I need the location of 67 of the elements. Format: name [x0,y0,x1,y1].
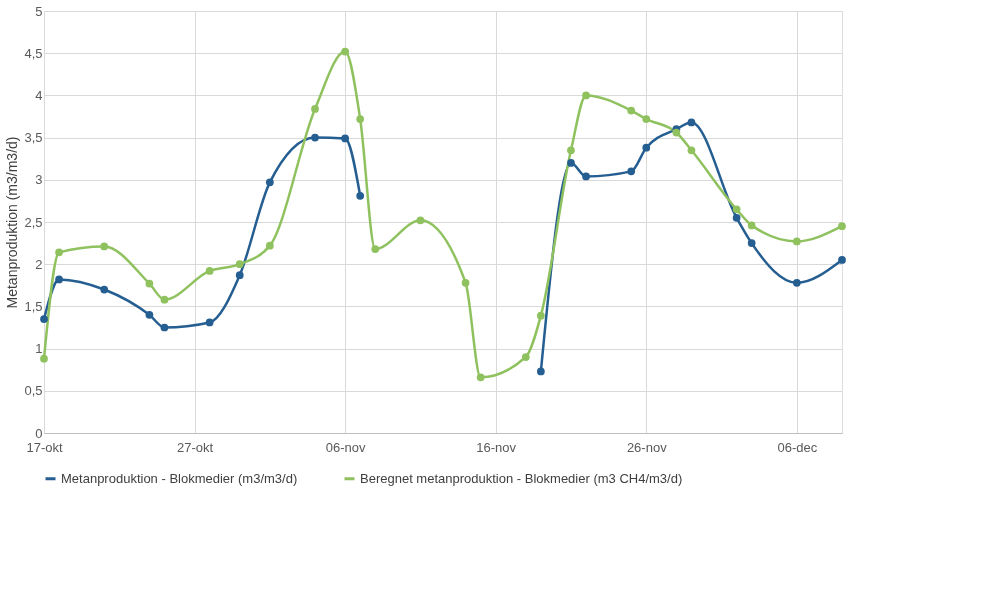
point [521,353,530,361]
y-tick-label: 4,5 [24,45,43,61]
legend-label: Beregnet metanproduktion - Blokmedier (m3 CH4/m3/d) [360,470,683,486]
point [476,373,485,382]
y-tick-label: 0,5 [24,383,43,399]
point [40,315,48,323]
point [311,133,319,142]
point [582,172,590,181]
point [627,167,636,176]
x-tick-label: 16-nov [476,439,517,455]
point [160,323,169,332]
point [371,245,380,253]
point [642,143,651,152]
point [792,237,801,246]
point [356,191,365,200]
x-tick-label: 26-nov [626,439,668,455]
point [536,367,545,376]
point [461,278,470,287]
point [536,311,545,320]
y-tick-label: 2 [35,256,43,272]
x-tick-label: 06-dec [777,439,818,455]
point [416,216,425,225]
point [205,267,214,275]
point [567,159,575,167]
point [341,47,350,56]
point [356,115,365,123]
point [732,213,741,222]
y-tick-label: 5 [35,3,43,19]
point [838,222,846,231]
point [687,146,696,155]
y-tick-label: 3,5 [24,130,43,146]
point [235,260,244,269]
point [792,278,801,287]
point [100,285,109,294]
point [747,239,756,247]
point [311,105,319,113]
y-tick-label: 1 [35,341,43,357]
point [160,295,169,304]
point [235,271,244,280]
point [838,256,846,264]
y-tick-label: 1,5 [24,298,43,314]
point [265,178,274,187]
point [747,221,756,230]
point [642,115,651,123]
point [341,134,350,143]
point [40,354,48,363]
point [205,318,214,327]
y-axis-title: Metanproduktion (m3/m3/d) [4,136,21,309]
y-tick-label: 0 [35,425,43,441]
y-tick-label: 3 [35,172,43,188]
point [145,310,154,319]
point [567,146,575,155]
point [582,91,590,100]
point [265,241,274,250]
point [145,279,154,288]
y-tick-label: 2,5 [24,214,43,230]
point [55,248,63,257]
point [100,242,109,251]
y-tick-label: 4 [35,87,43,103]
point [55,275,63,284]
point [687,118,696,127]
legend-label: Metanproduktion - Blokmedier (m3/m3/d) [61,470,298,486]
point [627,106,636,115]
x-tick-label: 27-okt [177,439,214,455]
x-tick-label: 06-nov [325,439,367,455]
point [732,205,741,214]
x-tick-label: 17-okt [26,439,63,455]
